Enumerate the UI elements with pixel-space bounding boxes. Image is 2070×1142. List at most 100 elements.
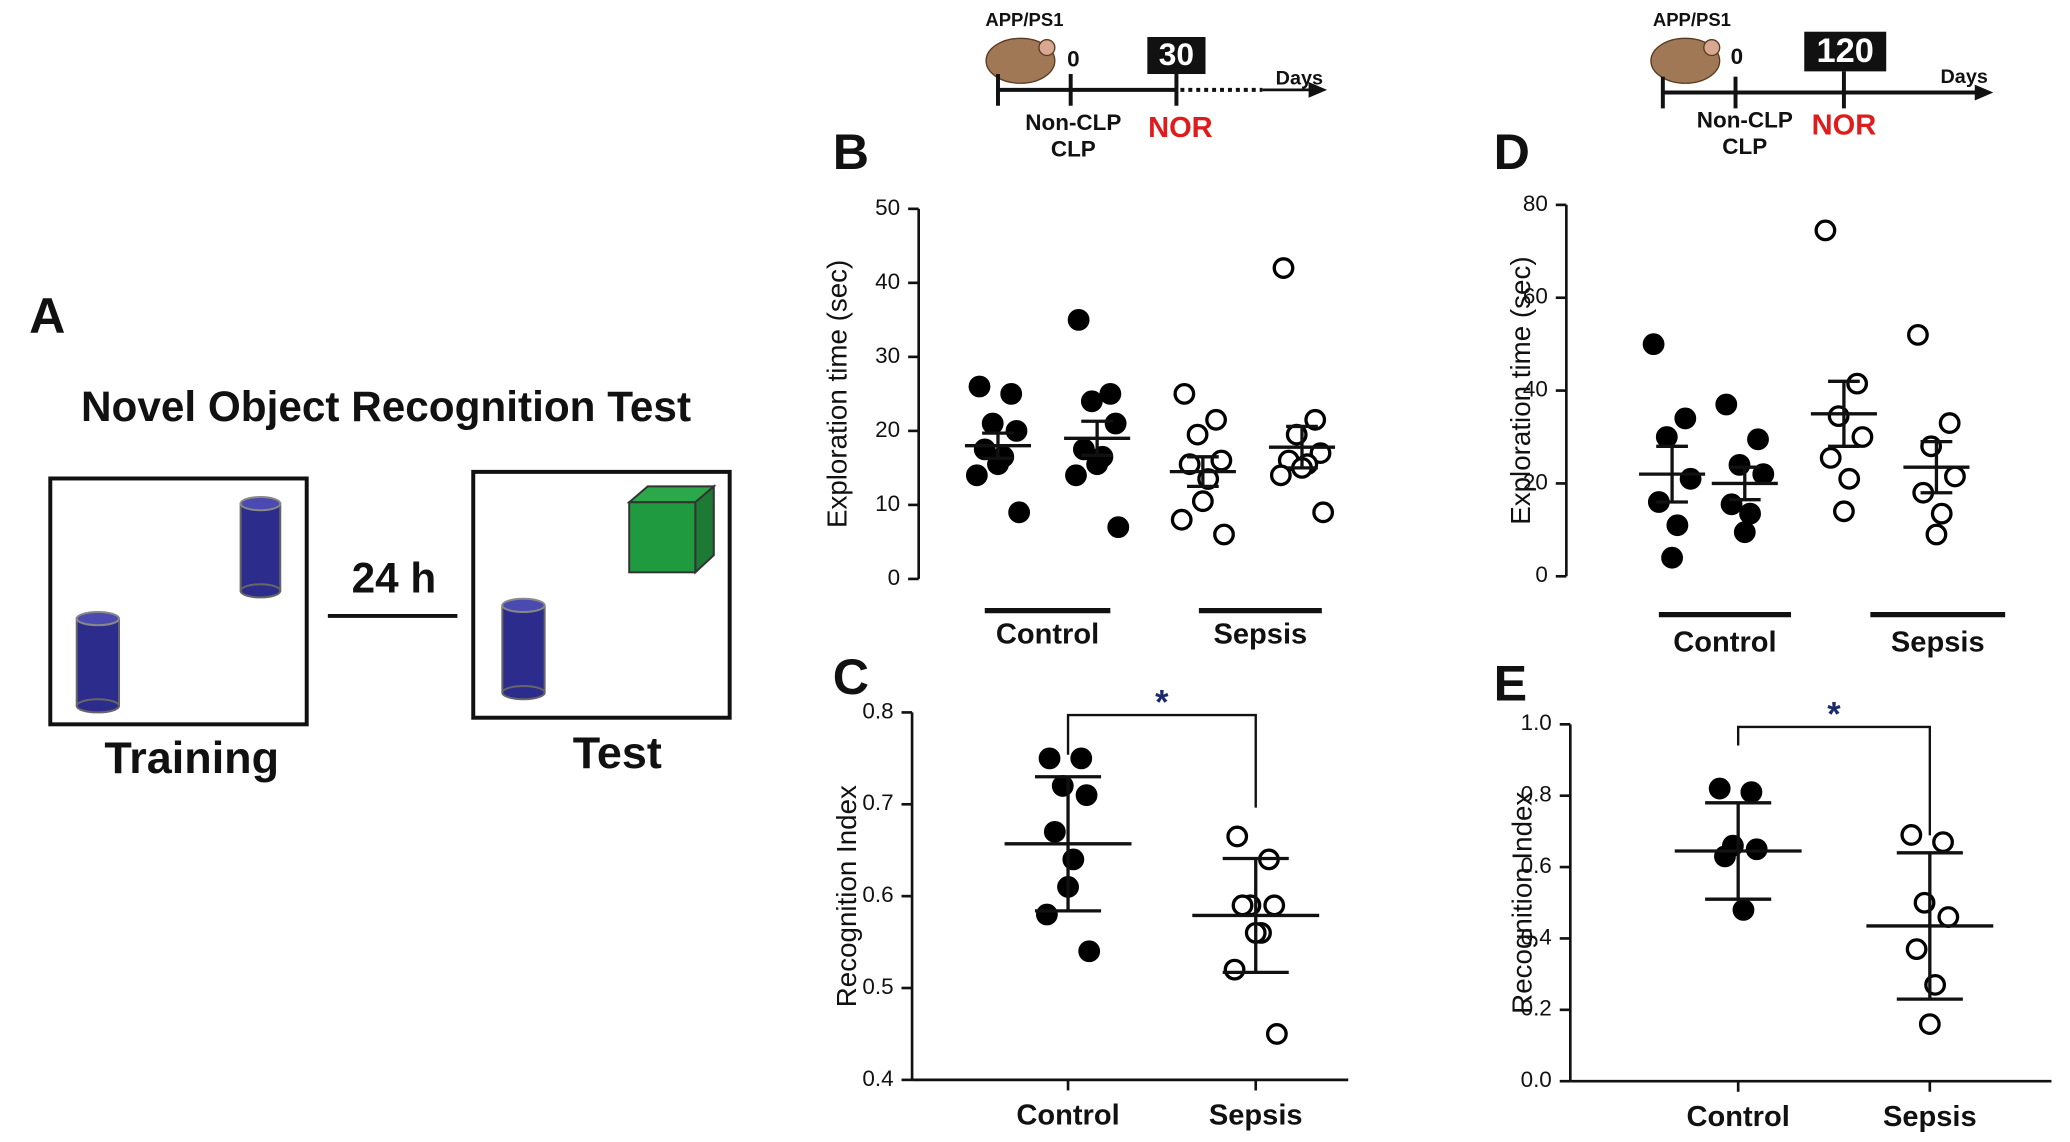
error-bar <box>1920 439 1953 495</box>
data-point <box>1851 426 1874 448</box>
data-point <box>1661 546 1683 569</box>
cylinder <box>501 597 546 701</box>
group-label: CLP <box>1722 134 1767 159</box>
error-bar <box>1828 379 1860 448</box>
data-point <box>1907 323 1929 346</box>
mouse-icon <box>1650 37 1721 84</box>
error-bar <box>1081 419 1113 457</box>
data-point <box>1043 820 1066 843</box>
day-box <box>1804 31 1887 72</box>
data-point <box>1930 502 1953 525</box>
data-point <box>1170 508 1193 531</box>
data-point <box>1642 333 1665 356</box>
y-tick-label: 40 <box>1523 377 1548 402</box>
cube <box>626 484 717 575</box>
data-point <box>1086 453 1109 476</box>
error-bar <box>1035 775 1102 913</box>
y-tick-label: 40 <box>875 269 900 294</box>
data-point <box>968 375 991 398</box>
y-tick-label: 0.0 <box>1521 1067 1552 1092</box>
data-point <box>1304 408 1327 431</box>
y-tick-label: 60 <box>1523 284 1548 309</box>
data-point <box>1739 502 1761 525</box>
significance-label: * <box>1155 684 1169 722</box>
data-point <box>1846 372 1869 395</box>
data-point <box>1269 464 1292 487</box>
error-bar <box>1222 856 1289 975</box>
y-tick-label: 0.4 <box>1521 924 1552 949</box>
unit-label: Days <box>1276 68 1323 90</box>
group-label: CLP <box>1051 137 1096 162</box>
data-point <box>1747 428 1769 451</box>
data-point <box>1038 747 1061 770</box>
data-point <box>1075 784 1098 807</box>
panel-label: D <box>1494 124 1530 180</box>
mouse-icon <box>1703 38 1721 57</box>
error-bar <box>1187 455 1219 489</box>
error-bar <box>1286 424 1318 470</box>
significance-bracket <box>1736 725 1932 836</box>
data-point <box>1263 894 1286 917</box>
group-label: Sepsis <box>1891 626 1985 658</box>
y-tick-label: 0.4 <box>862 1066 893 1091</box>
data-point <box>1104 412 1127 435</box>
error-bar <box>1728 465 1761 502</box>
box-label: Test <box>573 727 662 778</box>
group-label: Non-CLP <box>1025 110 1121 135</box>
y-tick-label: 0.6 <box>1521 853 1552 878</box>
y-tick-label: 20 <box>875 417 900 442</box>
arena <box>471 469 732 720</box>
data-point <box>1819 446 1842 469</box>
significance-bracket <box>1066 713 1257 808</box>
x-tick-label: Control <box>1016 1100 1119 1132</box>
data-point <box>1000 382 1023 405</box>
data-point <box>1272 257 1295 279</box>
data-point <box>1213 523 1235 546</box>
data-point <box>1838 467 1861 490</box>
x-tick-label: Control <box>1687 1101 1790 1133</box>
data-point <box>1814 219 1837 242</box>
y-tick-label: 1.0 <box>1521 710 1552 735</box>
data-point <box>1732 898 1755 921</box>
data-point <box>1035 903 1058 926</box>
significance-label: * <box>1827 695 1841 733</box>
day-box <box>1147 37 1206 75</box>
cylinder <box>75 610 121 714</box>
data-point <box>1191 490 1214 513</box>
panel-title: Novel Object Recognition Test <box>81 383 691 430</box>
error-bar <box>982 431 1014 460</box>
y-tick-label: 0.8 <box>1521 782 1552 807</box>
data-point <box>1008 501 1031 524</box>
data-point <box>1715 393 1738 416</box>
arena <box>48 476 309 727</box>
data-point <box>965 464 988 487</box>
day-label: 30 <box>1159 36 1194 72</box>
x-tick-label: Sepsis <box>1883 1101 1977 1133</box>
data-point <box>1078 940 1101 963</box>
y-axis-title: Exploration time (sec) <box>1505 256 1536 524</box>
data-point <box>1655 426 1678 448</box>
data-point <box>1178 453 1201 476</box>
data-point <box>1067 308 1090 331</box>
data-point <box>1173 382 1196 405</box>
data-point <box>981 412 1004 435</box>
chart-panel: E Recognition Index 0.0 0.2 0.4 0.6 0.8 1.0 Cont… <box>1494 656 2052 1133</box>
data-point <box>1265 1023 1288 1045</box>
y-axis-title: Recognition Index <box>831 785 862 1007</box>
data-point <box>1107 516 1130 539</box>
y-tick-label: 0.5 <box>862 974 893 999</box>
data-point <box>1745 838 1768 861</box>
data-point <box>1720 493 1743 516</box>
arrowhead <box>1974 84 1994 101</box>
y-tick-label: 0 <box>1535 562 1548 587</box>
panel-label: B <box>833 124 869 180</box>
data-point <box>1938 412 1961 434</box>
data-point <box>1080 390 1103 413</box>
panel-a: A Novel Object Recognition Test 24 h Tra… <box>29 288 732 783</box>
data-point <box>1925 523 1948 546</box>
data-point <box>1733 521 1756 544</box>
data-point <box>1666 514 1689 537</box>
start-label: 0 <box>1067 47 1080 72</box>
y-tick-label: 30 <box>875 343 900 368</box>
